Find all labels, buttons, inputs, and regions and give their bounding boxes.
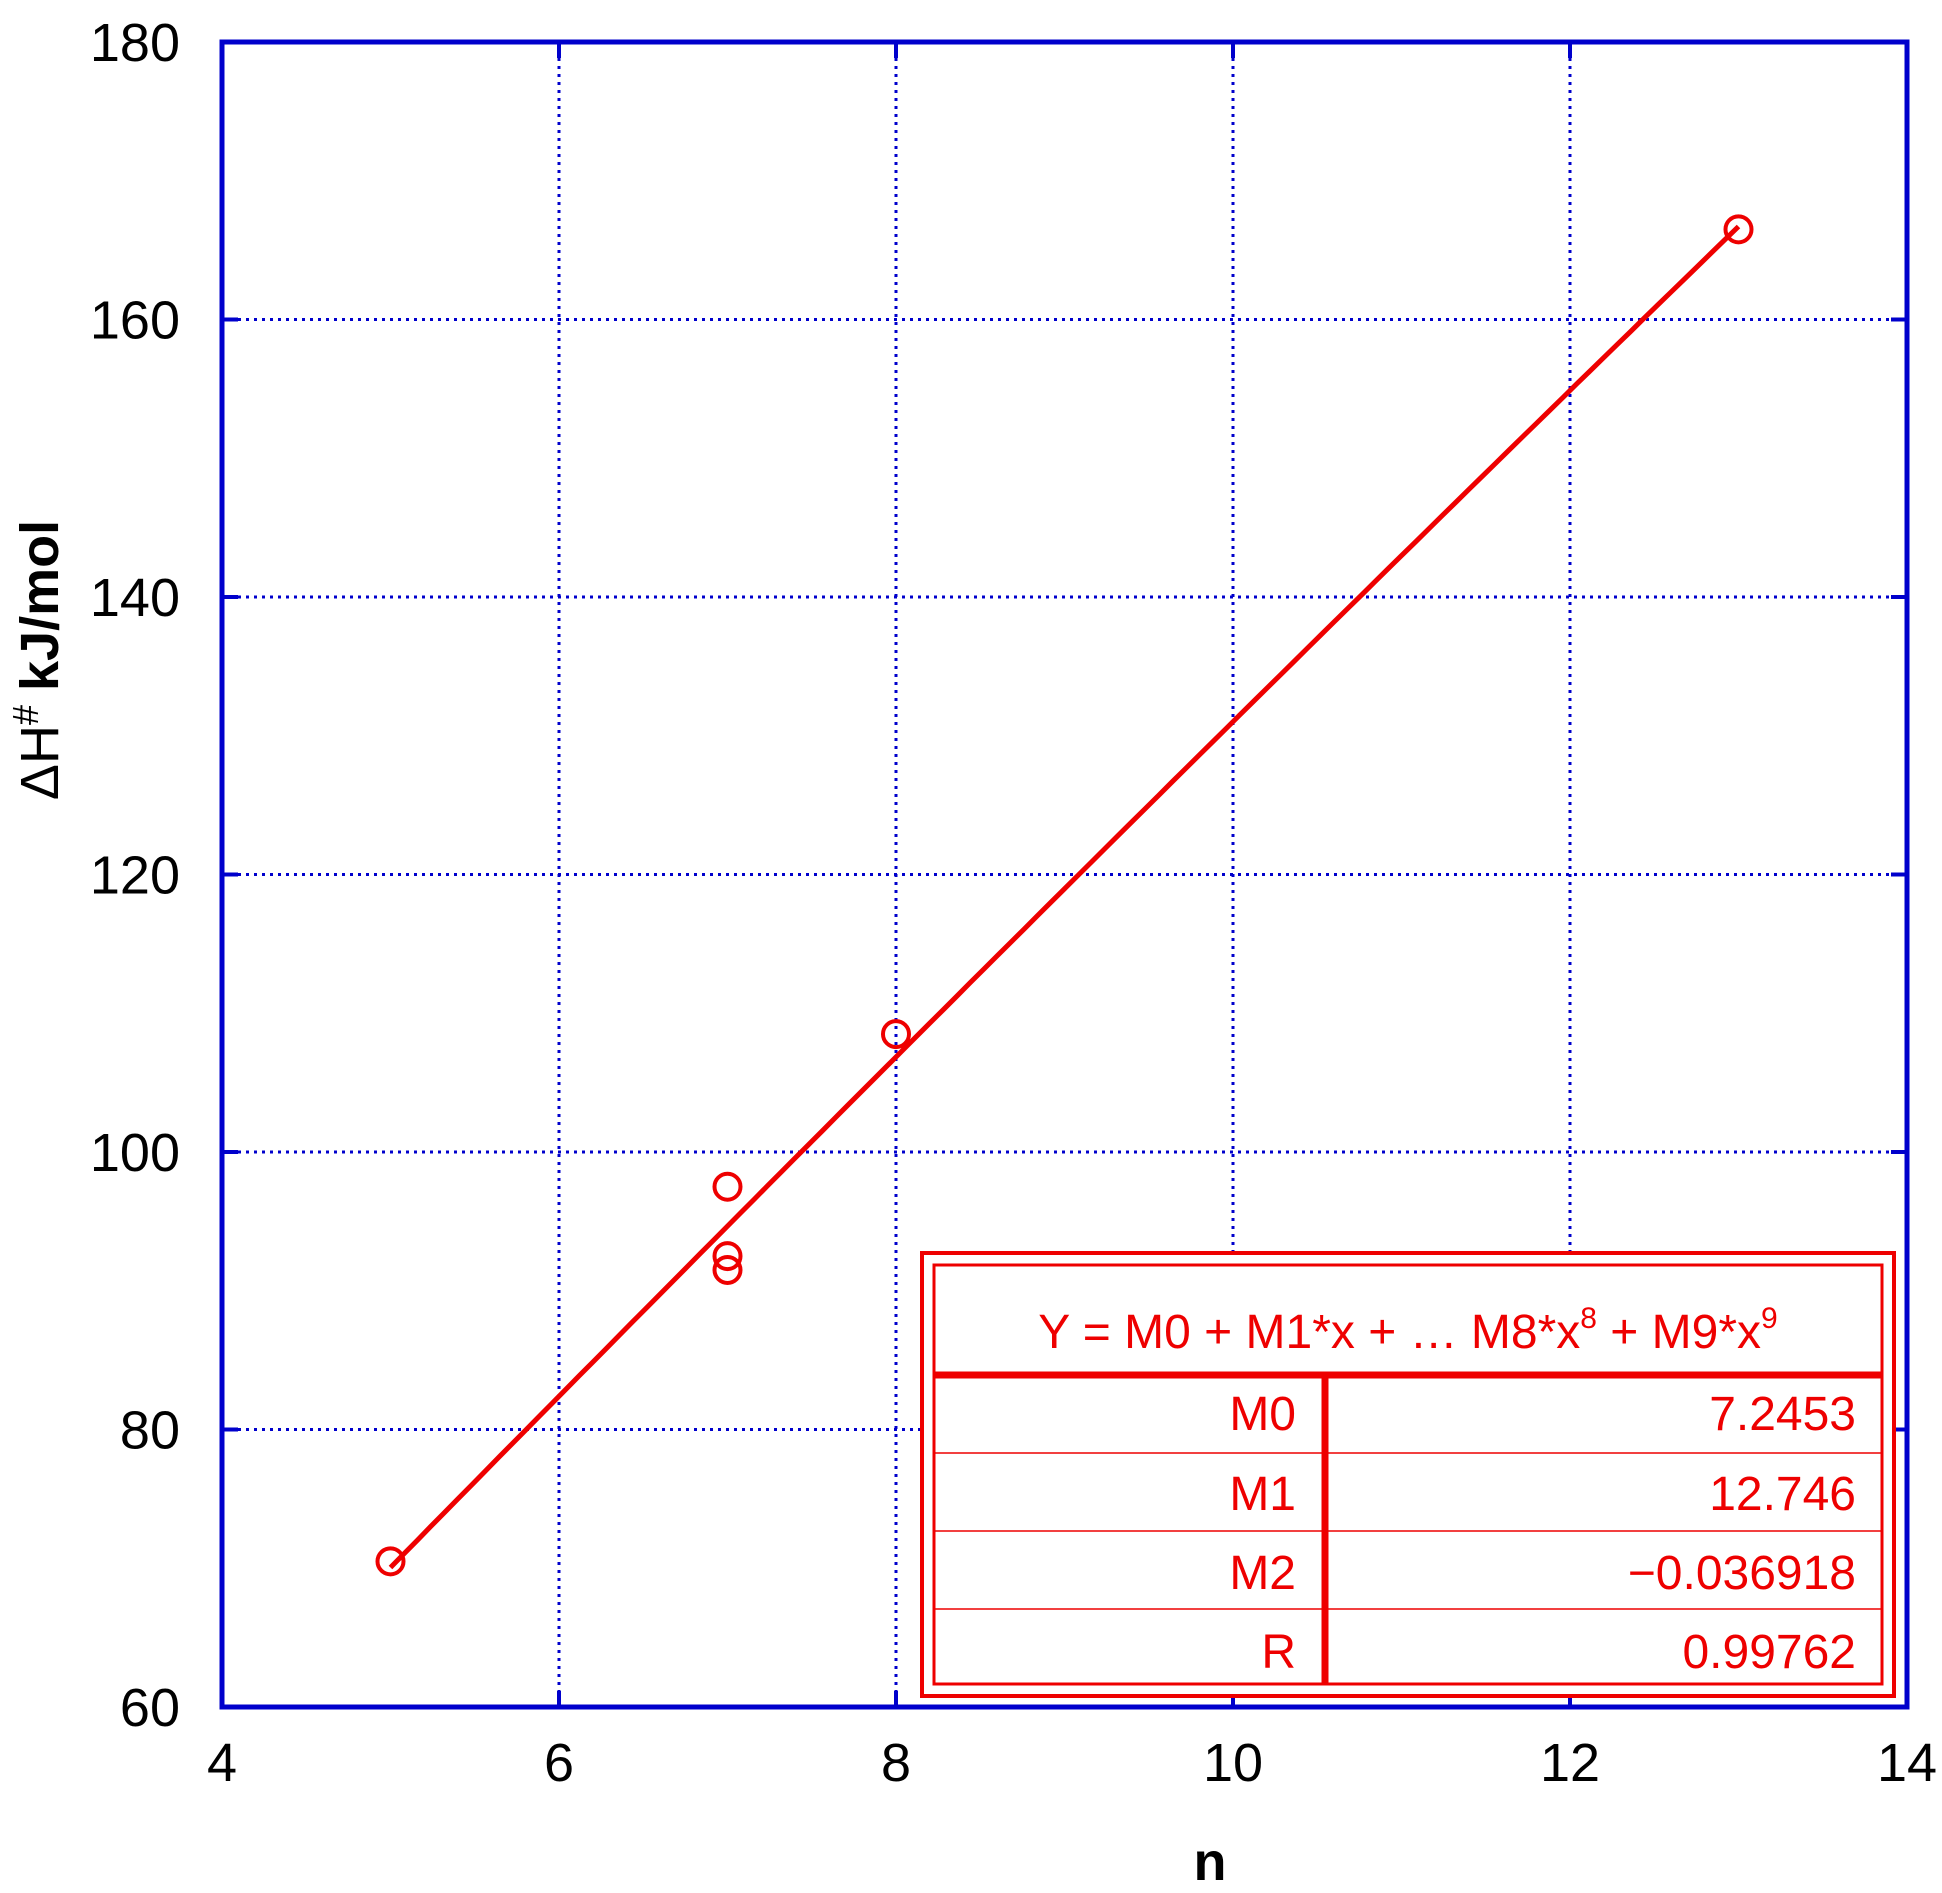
y-tick-label: 160 bbox=[90, 291, 180, 351]
y-tick-label: 180 bbox=[90, 13, 180, 73]
data-point bbox=[712, 1254, 743, 1285]
fit-param-value: −0.036918 bbox=[1628, 1547, 1856, 1600]
x-tick-label: 14 bbox=[1877, 1733, 1937, 1793]
y-tick-label: 100 bbox=[90, 1123, 180, 1183]
fit-param-name: M0 bbox=[1229, 1388, 1296, 1441]
fit-box-inner-border bbox=[932, 1263, 1884, 1686]
data-point bbox=[712, 1171, 743, 1202]
y-tick-label: 60 bbox=[120, 1678, 180, 1738]
data-point bbox=[881, 1019, 911, 1050]
y-axis-title-main: ΔH bbox=[10, 725, 70, 800]
fit-param-name: R bbox=[1261, 1626, 1296, 1679]
fit-equation: Y = M0 + M1*x + … M8*x8 + M9*x9 bbox=[1038, 1302, 1777, 1359]
fit-param-value: 12.746 bbox=[1709, 1468, 1856, 1521]
data-point bbox=[712, 1241, 743, 1272]
y-tick-labels: 60 80 100 120 140 160 180 bbox=[90, 13, 180, 1738]
x-tick-label: 8 bbox=[881, 1733, 911, 1793]
x-tick-label: 4 bbox=[207, 1733, 237, 1793]
data-point bbox=[1723, 214, 1754, 245]
fit-results-box: Y = M0 + M1*x + … M8*x8 + M9*x9 M0 7.245… bbox=[920, 1251, 1896, 1698]
fit-param-name: M2 bbox=[1229, 1547, 1296, 1600]
y-tick-label: 80 bbox=[120, 1401, 180, 1461]
x-axis-title: n bbox=[1194, 1832, 1227, 1892]
fit-param-value: 7.2453 bbox=[1709, 1388, 1856, 1441]
x-tick-label: 10 bbox=[1203, 1733, 1263, 1793]
fit-box-outer-border bbox=[920, 1251, 1896, 1698]
fit-param-value: 0.99762 bbox=[1682, 1626, 1856, 1679]
data-markers bbox=[375, 214, 1754, 1577]
fit-param-name: M1 bbox=[1229, 1468, 1296, 1521]
y-axis-title: ΔH# kJ/mol bbox=[5, 520, 70, 800]
data-point bbox=[375, 1546, 406, 1577]
y-axis-title-unit: kJ/mol bbox=[10, 520, 70, 691]
axis-ticks bbox=[220, 40, 1909, 1709]
grid-lines bbox=[222, 42, 1907, 1707]
x-tick-label: 6 bbox=[544, 1733, 574, 1793]
y-axis-title-superscript: # bbox=[5, 705, 46, 725]
x-tick-labels: 4 6 8 10 12 14 bbox=[207, 1733, 1937, 1793]
fit-curve bbox=[388, 224, 1741, 1570]
y-tick-label: 140 bbox=[90, 568, 180, 628]
y-tick-label: 120 bbox=[90, 846, 180, 906]
x-tick-label: 12 bbox=[1540, 1733, 1600, 1793]
